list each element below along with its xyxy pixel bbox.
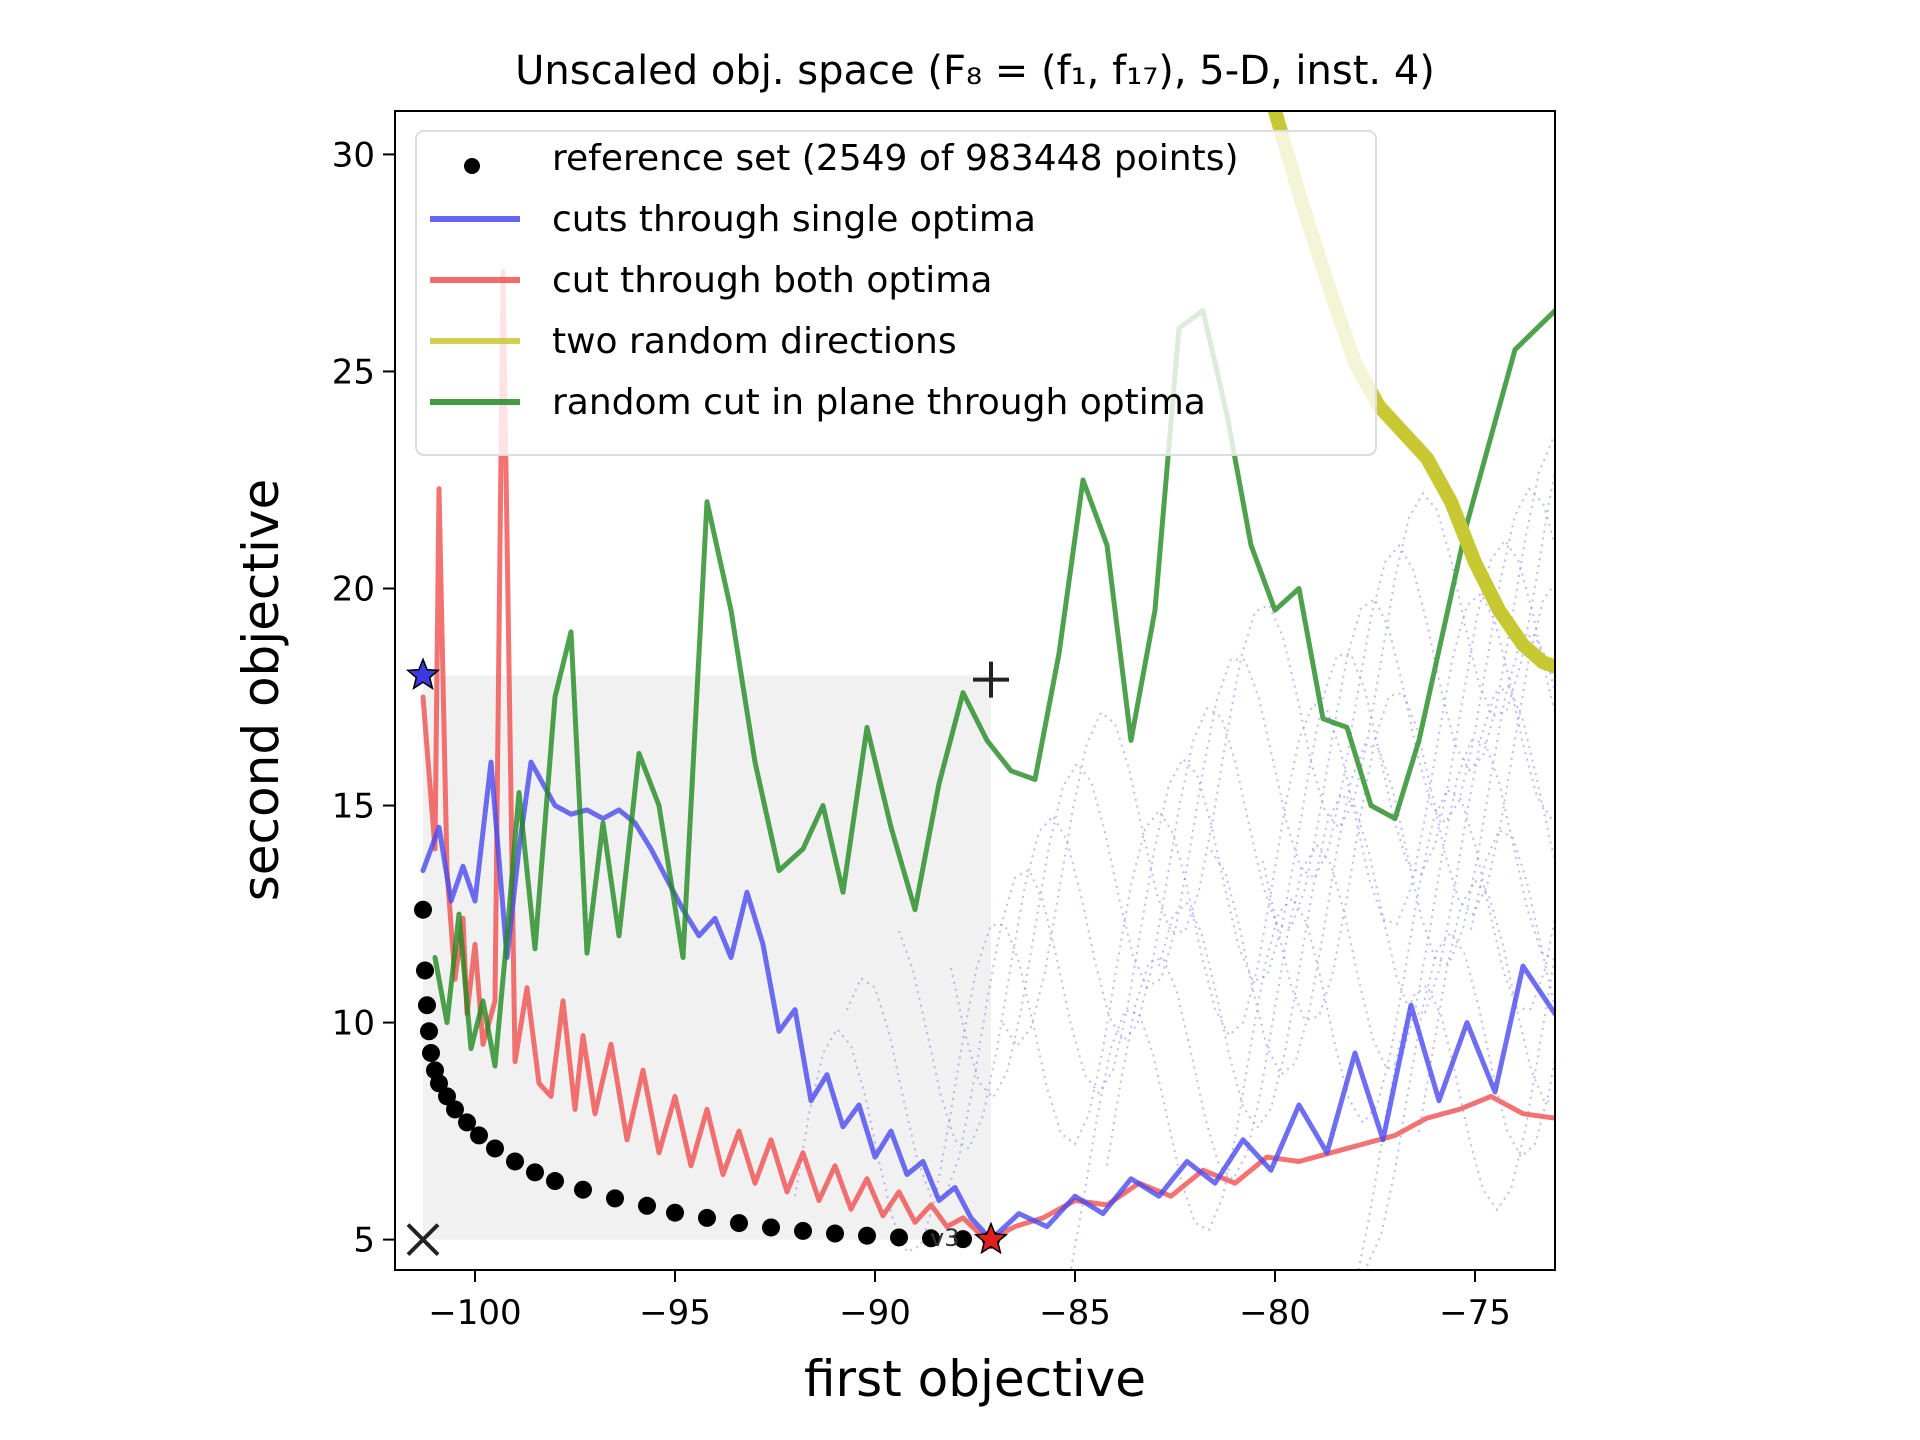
reference-point [762,1218,780,1237]
background-cut-line [846,538,1555,1199]
x-tick-label: −95 [639,1293,711,1333]
reference-point [420,1022,438,1041]
y-tick-label: 20 [332,569,375,609]
legend-marker [464,158,480,174]
x-axis: −100 −95 −90 −85 −80 −75 [428,1270,1511,1333]
reference-point [954,1230,972,1249]
series-line [432,308,1555,1069]
x-tick-label: −80 [1239,1293,1311,1333]
annotation-label: v3 [930,1224,959,1252]
x-axis-label: first objective [804,1350,1146,1408]
y-tick-label: 25 [332,352,375,392]
reference-point [666,1203,684,1222]
reference-point [416,961,434,980]
legend-box [415,130,1377,456]
x-tick-label: −90 [839,1293,911,1333]
reference-point [574,1180,592,1199]
reference-point [470,1126,488,1145]
reference-point [438,1087,456,1106]
optimum-star-marker [405,657,441,690]
reference-point [422,1043,440,1062]
reference-point [698,1208,716,1227]
ideal-point-marker [406,1223,440,1257]
background-cut-line [1366,930,1555,1267]
background-cut-line [1106,739,1555,1182]
plot-area [405,111,1555,1270]
legend-item: reference set (2549 of 983448 points) [464,138,1239,179]
y-tick-label: 15 [332,787,375,827]
reference-point [446,1100,464,1119]
y-tick-label: 10 [332,1004,375,1044]
legend-label: random cut in plane through optima [552,382,1206,423]
optimum-star-marker [973,1221,1009,1255]
reference-point [890,1228,908,1247]
legend: reference set (2549 of 983448 points) cut… [415,130,1377,456]
reference-point [794,1221,812,1240]
legend-item: two random directions [430,321,957,362]
reference-point [430,1074,448,1093]
x-tick-label: −100 [428,1293,521,1333]
reference-point [606,1189,624,1208]
background-cut-line [898,487,1555,1150]
series-line [988,963,1555,1243]
y-axis: 5 10 15 20 25 30 [332,135,395,1261]
legend-item: cut through both optima [430,260,992,301]
reference-point [858,1226,876,1245]
plot-frame [394,110,1556,1271]
reference-point [486,1139,504,1158]
legend-label: reference set (2549 of 983448 points) [552,138,1239,179]
legend-label: cuts through single optima [552,199,1036,240]
reference-point [826,1224,844,1243]
marker-layer [405,657,1009,1257]
chart-title: Unscaled obj. space (F₈ = (f₁, f₁₇), 5-D… [515,48,1435,94]
reference-point [458,1113,476,1132]
reference-point [546,1172,564,1191]
background-cut-line [1418,878,1555,1132]
y-tick-label: 5 [353,1221,375,1261]
legend-label: two random directions [552,321,957,362]
background-cut-line [1069,788,1555,1270]
background-cut-line [1357,953,1555,1270]
background-cut-line [794,592,1555,1254]
legend-item: cuts through single optima [430,199,1036,240]
reference-point [418,996,436,1015]
reference-point [922,1229,940,1248]
reference-point [526,1163,544,1182]
reference-point [414,900,432,919]
x-tick-label: −85 [1039,1293,1111,1333]
reference-set-layer [414,900,1000,1249]
legend-label: cut through both optima [552,260,992,301]
reference-point [638,1196,656,1215]
background-cut-line [1002,466,1555,1048]
nadir-point-marker [973,661,1009,698]
reference-point [730,1214,748,1233]
background-cut-line [1470,828,1555,1012]
x-tick-label: −75 [1439,1293,1511,1333]
reference-point [506,1152,524,1171]
background-cut-lines [794,437,1555,1270]
y-tick-label: 30 [332,135,375,175]
y-axis-label: second objective [232,479,290,902]
legend-item: random cut in plane through optima [430,382,1206,423]
